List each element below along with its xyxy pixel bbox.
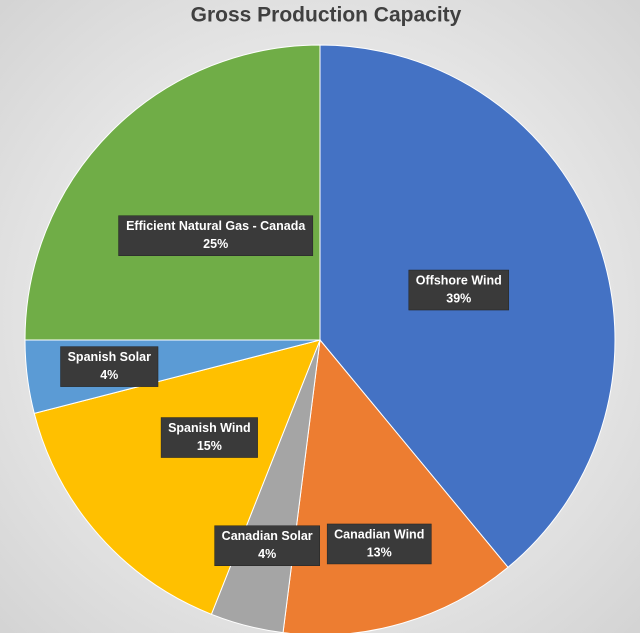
value-label: 39% (446, 291, 471, 305)
value-label: 13% (367, 545, 392, 559)
data-label: Canadian Wind 13% (326, 523, 432, 565)
data-label: Offshore Wind 39% (408, 269, 510, 311)
chart-title: Gross Production Capacity (191, 4, 462, 27)
category-label: Efficient Natural Gas - Canada (126, 219, 306, 233)
data-label: Efficient Natural Gas - Canada 25% (118, 215, 314, 256)
category-label: Spanish Wind (168, 421, 251, 435)
category-label: Spanish Solar (68, 350, 151, 364)
data-label: Spanish Solar 4% (60, 346, 159, 387)
pie-slice (24, 44, 321, 341)
pie-slice (33, 339, 321, 615)
label-box (214, 525, 320, 566)
category-label: Offshore Wind (416, 273, 502, 287)
category-label: Canadian Wind (334, 527, 424, 541)
category-label: Canadian Solar (222, 529, 313, 543)
label-box (118, 215, 314, 256)
value-label: 25% (203, 237, 228, 251)
pie (24, 44, 616, 633)
value-label: 15% (197, 439, 222, 453)
data-label: Spanish Wind 15% (160, 417, 258, 458)
data-label: Canadian Solar 4% (214, 525, 320, 566)
value-label: 4% (100, 368, 118, 382)
label-box (408, 269, 510, 311)
value-label: 4% (258, 547, 276, 561)
label-box (60, 346, 159, 387)
label-box (326, 523, 432, 565)
label-box (160, 417, 258, 458)
